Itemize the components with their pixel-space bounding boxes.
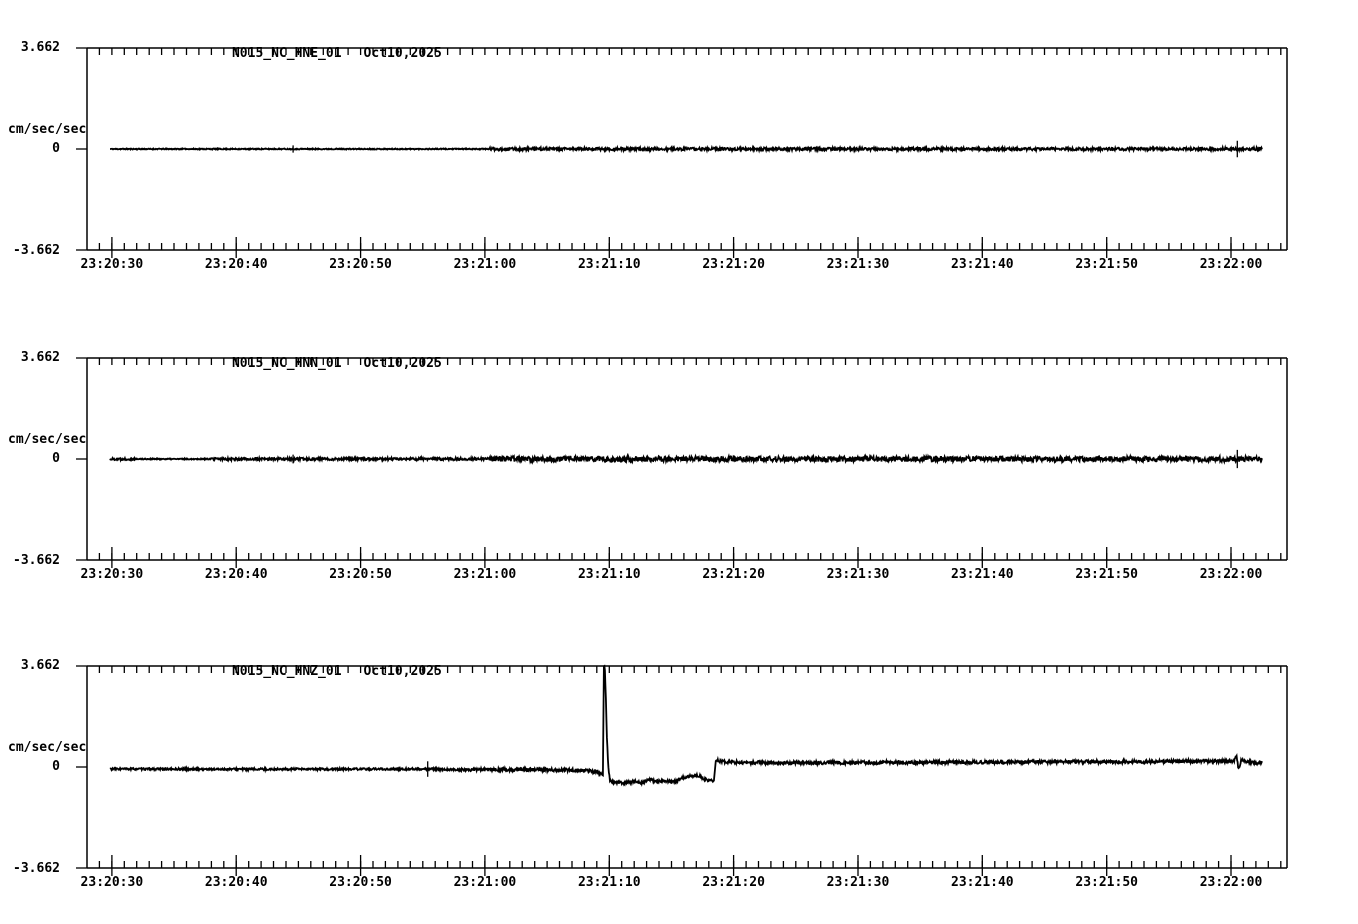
x-tick-label: 23:21:50 xyxy=(1075,257,1138,272)
x-tick-label: 23:20:30 xyxy=(80,257,144,272)
x-tick-label: 23:20:50 xyxy=(329,567,392,582)
y-tick-max: 3.662 xyxy=(20,350,60,365)
waveform-spikes xyxy=(292,449,1238,469)
x-tick-label: 23:22:00 xyxy=(1199,257,1263,272)
trace-date: Oct10,2025 xyxy=(363,356,442,371)
waveform-trace-N015_NC_HNZ_01 xyxy=(109,664,1263,788)
x-tick-label: 23:20:40 xyxy=(204,875,268,890)
x-tick-label: 23:21:20 xyxy=(702,257,765,272)
y-tick-max: 3.662 xyxy=(20,658,60,673)
panel-title: N015_NC_HNE_01 Oct10,2025 xyxy=(185,31,442,76)
x-tick-label: 23:21:00 xyxy=(453,257,517,272)
x-tick-label: 23:20:40 xyxy=(204,257,268,272)
trace-date: Oct10,2025 xyxy=(363,664,442,679)
x-tick-label: 23:20:50 xyxy=(329,257,392,272)
x-tick-label: 23:21:30 xyxy=(826,257,890,272)
panel-title: N015_NC_HNN_01 Oct10,2025 xyxy=(185,341,442,386)
x-tick-label: 23:21:50 xyxy=(1075,875,1138,890)
x-tick-label: 23:20:30 xyxy=(80,875,144,890)
panel-axes xyxy=(86,665,1288,869)
x-tick-label: 23:20:50 xyxy=(329,875,392,890)
axis-ticks xyxy=(76,665,1282,876)
x-tick-label: 23:22:00 xyxy=(1199,875,1263,890)
x-tick-label: 23:21:40 xyxy=(951,567,1014,582)
axis-ticks xyxy=(76,47,1282,258)
x-tick-label: 23:22:00 xyxy=(1199,567,1263,582)
trace-station: N015_NC_HNZ_01 xyxy=(231,664,342,679)
y-tick-zero: 0 xyxy=(52,759,60,774)
y-tick-min: -3.662 xyxy=(13,553,60,568)
y-tick-zero: 0 xyxy=(52,141,60,156)
trace-station: N015_NC_HNN_01 xyxy=(231,356,342,371)
x-tick-label: 23:21:20 xyxy=(702,875,765,890)
x-tick-label: 23:20:30 xyxy=(80,567,144,582)
y-tick-min: -3.662 xyxy=(13,243,60,258)
x-tick-label: 23:21:10 xyxy=(577,875,641,890)
panel-title: N015_NC_HNZ_01 Oct10,2025 xyxy=(185,649,442,694)
y-tick-max: 3.662 xyxy=(20,40,60,55)
y-axis-units: cm/sec/sec xyxy=(8,432,87,447)
x-tick-label: 23:21:30 xyxy=(826,875,890,890)
waveform-spikes xyxy=(292,140,1238,158)
x-tick-label: 23:21:40 xyxy=(951,875,1014,890)
y-axis-units: cm/sec/sec xyxy=(8,740,87,755)
x-tick-label: 23:21:10 xyxy=(577,257,641,272)
axis-ticks xyxy=(76,357,1282,568)
x-tick-label: 23:21:00 xyxy=(453,875,517,890)
y-axis-units: cm/sec/sec xyxy=(8,122,87,137)
x-tick-label: 23:21:20 xyxy=(702,567,765,582)
x-tick-label: 23:21:40 xyxy=(951,257,1014,272)
y-tick-min: -3.662 xyxy=(13,861,60,876)
trace-date: Oct10,2025 xyxy=(363,46,442,61)
x-tick-label: 23:21:50 xyxy=(1075,567,1138,582)
x-tick-label: 23:21:00 xyxy=(453,567,517,582)
x-tick-label: 23:21:30 xyxy=(826,567,890,582)
waveform-trace-N015_NC_HNE_01 xyxy=(110,144,1263,154)
trace-station: N015_NC_HNE_01 xyxy=(231,46,342,61)
x-tick-label: 23:21:10 xyxy=(577,567,641,582)
x-tick-label: 23:20:40 xyxy=(204,567,268,582)
waveform-trace-N015_NC_HNN_01 xyxy=(109,452,1263,465)
y-tick-zero: 0 xyxy=(52,451,60,466)
